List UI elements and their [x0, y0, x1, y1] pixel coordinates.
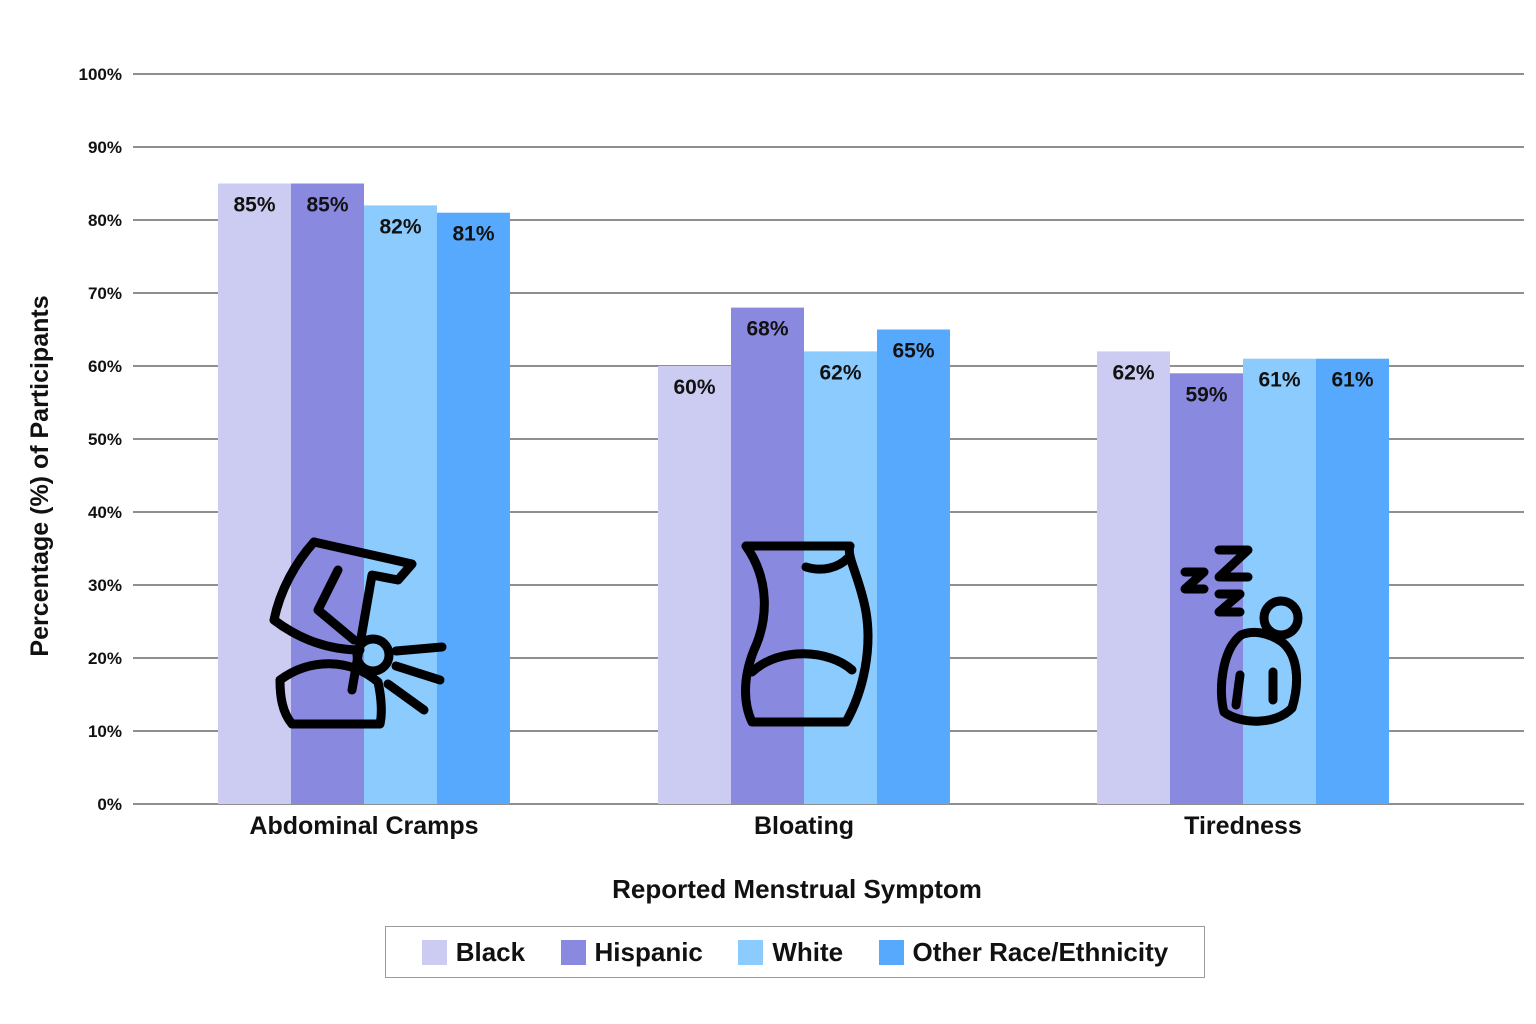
tiredness-icon [1180, 545, 1303, 726]
legend-label-black: Black [455, 936, 526, 967]
bar [291, 183, 364, 804]
legend: Black Hispanic White Other Race/Ethnicit… [385, 926, 1205, 978]
data-label: 85% [233, 194, 275, 217]
x-tick-label: Tiredness [1184, 812, 1302, 840]
y-tick-label: 50% [88, 430, 122, 449]
data-label: 60% [673, 376, 715, 399]
x-axis-ticks: Abdominal Cramps Bloating Tiredness [249, 812, 1301, 840]
bar [1097, 351, 1170, 804]
y-tick-label: 10% [88, 722, 122, 741]
legend-item-white: White [738, 937, 843, 968]
y-axis-ticks: 0% 10% 20% 30% 40% 50% 60% 70% 80% 90% 100% [79, 65, 122, 814]
y-tick-label: 70% [88, 284, 122, 303]
y-tick-label: 90% [88, 138, 122, 157]
bar [364, 205, 437, 804]
legend-swatch-hispanic [560, 939, 586, 965]
legend-item-other: Other Race/Ethnicity [878, 936, 1169, 968]
y-tick-label: 60% [88, 357, 122, 376]
data-label: 62% [819, 361, 861, 384]
bar [1316, 358, 1389, 804]
x-tick-label: Abdominal Cramps [249, 812, 478, 840]
data-label: 59% [1185, 383, 1227, 406]
data-labels: 85% 85% 82% 81% 60% 68% 62% 65% 62% 59% 61% 61% [233, 194, 1373, 407]
bars [218, 183, 1389, 804]
legend-label-hispanic: Hispanic [594, 936, 703, 967]
bar [877, 329, 950, 804]
data-label: 81% [452, 223, 494, 246]
legend-item-hispanic: Hispanic [560, 936, 703, 968]
bloating-icon [741, 541, 873, 727]
data-label: 62% [1112, 361, 1154, 384]
y-tick-label: 30% [88, 576, 122, 595]
data-label: 85% [306, 194, 348, 217]
data-label: 82% [379, 215, 421, 238]
data-label: 68% [746, 318, 788, 341]
y-tick-label: 20% [88, 649, 122, 668]
y-tick-label: 0% [97, 795, 122, 814]
legend-label-other: Other Race/Ethnicity [912, 936, 1169, 967]
legend-swatch-black [421, 939, 447, 965]
bar [1243, 358, 1316, 804]
data-label: 61% [1331, 369, 1373, 392]
bar [804, 351, 877, 804]
y-tick-label: 80% [88, 211, 122, 230]
legend-swatch-white [738, 939, 764, 965]
bar [658, 366, 731, 804]
bar [437, 212, 510, 804]
data-label: 61% [1258, 369, 1300, 392]
y-tick-label: 40% [88, 503, 122, 522]
legend-item-black: Black [421, 936, 526, 968]
y-tick-label: 100% [79, 65, 122, 84]
data-label: 65% [892, 340, 934, 363]
y-axis-title: Percentage (%) of Participants [26, 295, 54, 656]
x-axis-title: Reported Menstrual Symptom [612, 874, 982, 904]
abdominal-cramps-icon [269, 537, 447, 729]
legend-swatch-other [878, 939, 904, 965]
legend-label-white: White [772, 936, 844, 967]
x-tick-label: Bloating [754, 812, 854, 840]
bar [731, 307, 804, 804]
